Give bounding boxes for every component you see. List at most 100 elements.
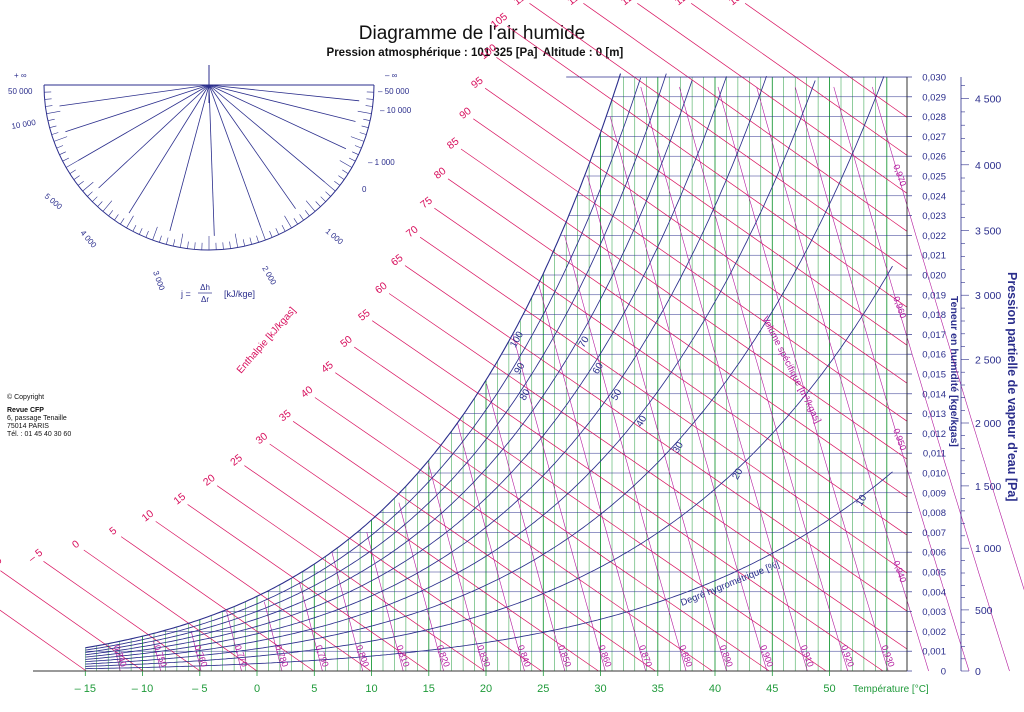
relative-humidity-curve xyxy=(85,73,667,653)
protractor-tick xyxy=(365,105,373,107)
x-tick-label: – 15 xyxy=(75,683,96,695)
publisher-name: Revue CFP xyxy=(7,407,44,414)
x-tick-label: – 10 xyxy=(132,683,153,695)
enthalpy-line xyxy=(269,443,599,672)
protractor-tick xyxy=(47,118,55,121)
specific-volume-label: 0,920 xyxy=(839,644,856,669)
protractor-tick xyxy=(159,235,162,243)
specific-volume-label: 0,870 xyxy=(637,644,654,669)
pressure-tick-label: 4 500 xyxy=(975,94,1001,106)
relative-humidity-curve xyxy=(85,80,816,663)
enthalpy-label: 65 xyxy=(389,252,406,269)
chart-axes: – 15– 10– 5 0 5 10 15 20 25 30 35 40 45 5000,0010,0… xyxy=(33,73,1001,695)
specific-volume-line xyxy=(153,641,161,672)
enthalpy-line xyxy=(187,504,428,672)
humidity-tick-label: 0,014 xyxy=(922,389,946,400)
protractor-tick xyxy=(69,169,76,174)
humidity-tick-label: 0,002 xyxy=(922,627,946,638)
protractor-tick xyxy=(97,201,103,207)
protractor-ray xyxy=(208,84,325,183)
protractor-tick xyxy=(234,233,238,248)
protractor-tick xyxy=(46,110,61,114)
x-tick-label: 15 xyxy=(423,683,435,695)
enthalpy-label: 70 xyxy=(404,223,421,240)
specific-volume-label: 0,850 xyxy=(556,644,573,669)
protractor-formula: j = Δh Δr [kJ/kge] xyxy=(180,283,255,304)
protractor-ray xyxy=(208,84,356,122)
protractor-tick xyxy=(114,214,119,221)
humidity-tick-label: 0,010 xyxy=(922,469,946,480)
specific-volume-line xyxy=(794,86,970,672)
pressure-tick-label: 2 500 xyxy=(975,354,1001,366)
relative-humidity-curve xyxy=(85,73,622,649)
x-tick-label: – 5 xyxy=(192,683,207,695)
protractor-left-label: 5 000 xyxy=(43,192,65,212)
humidity-tick-label: 0,016 xyxy=(922,350,946,361)
enthalpy-label: – 5 xyxy=(26,547,45,566)
enthalpy-label: – 10 xyxy=(0,554,4,576)
protractor-right-label: – 10 000 xyxy=(380,106,412,115)
enthalpy-label: 80 xyxy=(432,165,449,182)
copyright-block: © Copyright Revue CFP 6, passage Tenaill… xyxy=(7,393,71,438)
x-tick-label: 45 xyxy=(766,683,778,695)
humidity-tick-label: 0,018 xyxy=(922,310,946,321)
specific-volume-label: 0,800 xyxy=(354,644,371,669)
protractor-tick xyxy=(77,180,84,186)
enthalpy-label: 95 xyxy=(469,74,486,91)
specific-volume-label: 0,910 xyxy=(799,644,816,669)
protractor-left-label: 3 000 xyxy=(151,270,166,292)
protractor-ray xyxy=(208,84,215,236)
protractor-tick xyxy=(256,235,259,243)
protractor-right-label: – 50 000 xyxy=(378,87,410,96)
enthalpy-label: 55 xyxy=(356,307,373,324)
x-tick-label: 35 xyxy=(652,683,664,695)
protractor-tick xyxy=(152,226,158,241)
relative-humidity-label: 70 xyxy=(577,334,592,350)
protractor-right-label: – 1 000 xyxy=(368,158,395,167)
enthalpy-line xyxy=(314,397,713,672)
specific-volume-line xyxy=(366,532,404,672)
specific-volume-label: 0,930 xyxy=(879,644,896,669)
enthalpy-line xyxy=(447,178,908,498)
enthalpy-line xyxy=(496,57,908,346)
protractor-tick xyxy=(166,237,169,245)
protractor-ray xyxy=(98,84,210,189)
specific-volume-label: 0,860 xyxy=(597,644,614,669)
protractor-tick xyxy=(320,196,326,202)
specific-volume-line xyxy=(717,86,889,672)
chart-title: Diagramme de l'air humide xyxy=(359,23,585,44)
relative-humidity-curve xyxy=(85,76,727,658)
x-tick-label: 20 xyxy=(480,683,492,695)
volume-axis-title: Volume spécifique [m³/kgas] xyxy=(759,314,823,425)
protractor-right-label: – ∞ xyxy=(385,71,398,80)
enthalpy-line xyxy=(43,561,201,672)
protractor-ray xyxy=(128,84,210,214)
enthalpy-line xyxy=(690,3,908,156)
enthalpy-line xyxy=(354,346,827,672)
protractor-tick xyxy=(338,175,345,180)
protractor-left-label: 10 000 xyxy=(11,118,37,131)
x-tick-label: 30 xyxy=(594,683,606,695)
humidity-tick-label: 0,004 xyxy=(922,587,946,598)
specific-volume-label: 0,890 xyxy=(718,644,735,669)
pressure-tick-label: 3 500 xyxy=(975,225,1001,237)
humidity-tick-label: 0,015 xyxy=(922,370,946,381)
relative-humidity-label: 40 xyxy=(634,413,649,429)
enthalpy-line xyxy=(583,3,908,232)
protractor-tick xyxy=(62,157,70,162)
protractor-tick xyxy=(366,98,374,100)
protractor-tick xyxy=(49,125,57,128)
humidity-tick-label: 0,026 xyxy=(922,152,946,163)
specific-volume-label: 0,840 xyxy=(516,644,533,669)
protractor-tick xyxy=(324,181,336,192)
protractor-tick xyxy=(120,218,125,225)
humidity-tick-label: 0,028 xyxy=(922,112,946,123)
protractor-ray xyxy=(59,84,210,107)
x-tick-label: 10 xyxy=(365,683,377,695)
humidity-tick-label: 0,001 xyxy=(922,647,946,658)
enthalpy-line xyxy=(506,25,908,308)
relative-humidity-label: 60 xyxy=(591,361,606,377)
specific-volume-line xyxy=(587,175,727,672)
relative-humidity-label: 30 xyxy=(671,440,686,456)
